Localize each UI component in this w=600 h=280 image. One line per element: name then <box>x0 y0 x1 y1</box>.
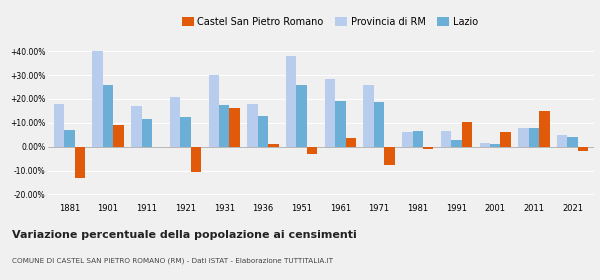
Bar <box>500 132 511 147</box>
Bar <box>441 131 451 147</box>
Bar <box>335 101 346 147</box>
Bar <box>518 128 529 147</box>
Bar <box>451 139 462 147</box>
Bar <box>539 111 550 147</box>
Bar <box>257 116 268 147</box>
Bar <box>490 144 500 147</box>
Bar <box>423 147 433 149</box>
Bar <box>325 79 335 147</box>
Bar <box>170 97 180 147</box>
Bar <box>346 138 356 147</box>
Bar <box>229 108 240 147</box>
Bar <box>529 128 539 147</box>
Bar <box>578 147 589 151</box>
Bar <box>268 144 278 147</box>
Bar <box>142 119 152 147</box>
Text: Variazione percentuale della popolazione ai censimenti: Variazione percentuale della popolazione… <box>12 230 357 240</box>
Bar <box>374 102 385 147</box>
Bar <box>402 132 413 147</box>
Bar <box>413 131 423 147</box>
Bar <box>247 104 257 147</box>
Bar <box>131 106 142 147</box>
Bar <box>92 51 103 147</box>
Bar <box>364 85 374 147</box>
Bar <box>385 147 395 165</box>
Bar <box>64 130 74 147</box>
Bar <box>307 147 317 154</box>
Bar <box>557 135 568 147</box>
Legend: Castel San Pietro Romano, Provincia di RM, Lazio: Castel San Pietro Romano, Provincia di R… <box>178 13 482 31</box>
Bar <box>479 143 490 147</box>
Bar <box>296 85 307 147</box>
Bar <box>191 147 201 172</box>
Bar <box>286 56 296 147</box>
Bar <box>219 105 229 147</box>
Bar <box>74 147 85 178</box>
Text: COMUNE DI CASTEL SAN PIETRO ROMANO (RM) - Dati ISTAT - Elaborazione TUTTITALIA.I: COMUNE DI CASTEL SAN PIETRO ROMANO (RM) … <box>12 258 333 264</box>
Bar <box>568 137 578 147</box>
Bar <box>113 125 124 147</box>
Bar <box>180 117 191 147</box>
Bar <box>462 122 472 147</box>
Bar <box>53 104 64 147</box>
Bar <box>103 85 113 147</box>
Bar <box>209 75 219 147</box>
